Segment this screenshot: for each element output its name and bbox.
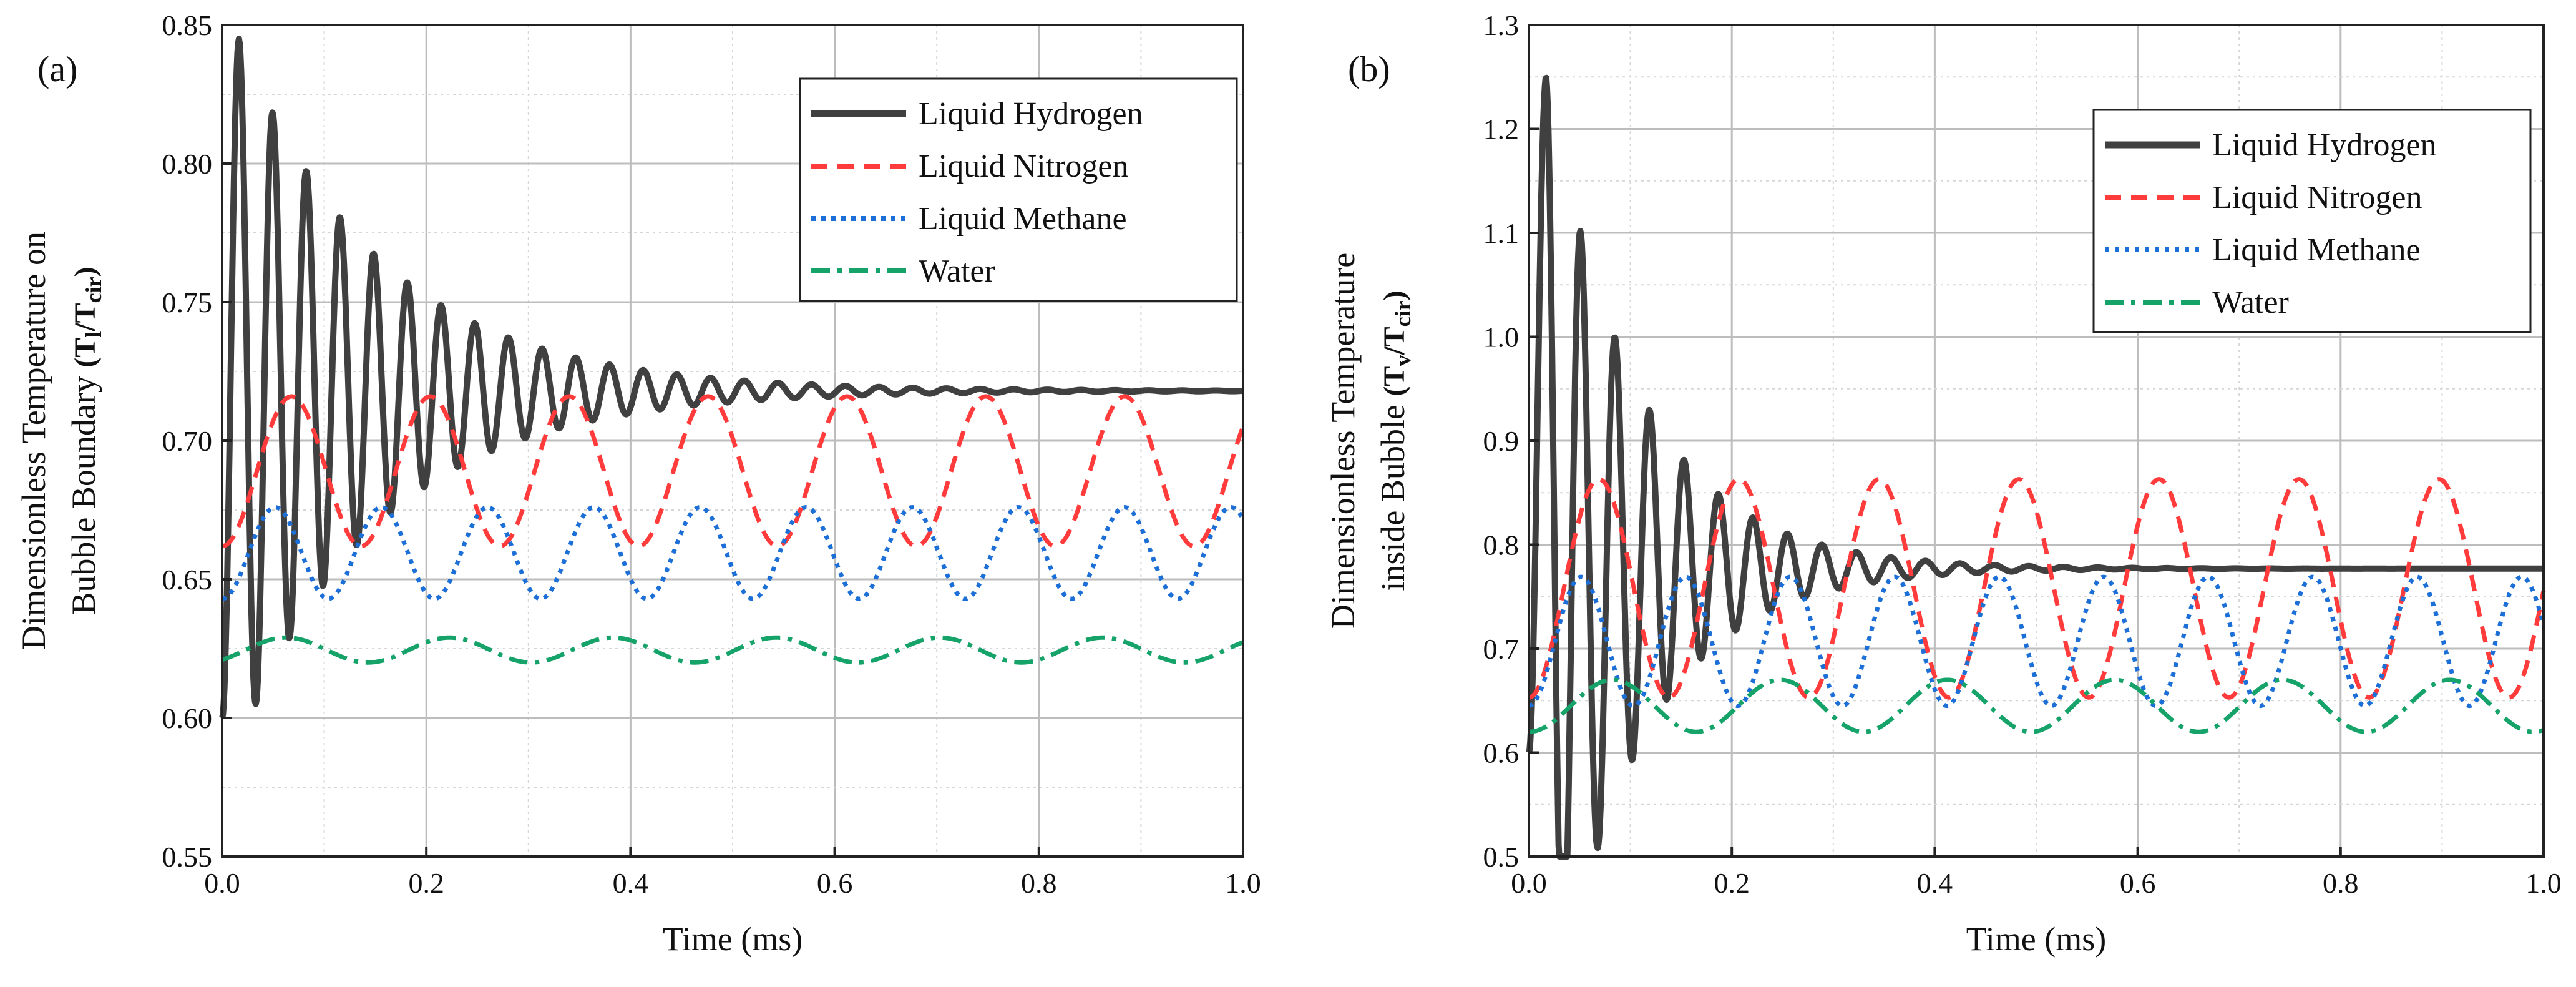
y-axis-title-line2: inside Bubble (Tv/Tcir) — [1374, 290, 1415, 591]
y-tick-label: 1.0 — [1483, 322, 1520, 353]
grid — [1529, 25, 2544, 857]
panel-label: (a) — [37, 49, 77, 89]
y-tick-label: 1.2 — [1483, 114, 1520, 145]
legend-label: Liquid Hydrogen — [919, 96, 1143, 132]
x-tick-label: 1.0 — [2525, 867, 2562, 899]
legend-box — [799, 77, 1238, 302]
x-tick-label: 0.0 — [1511, 867, 1547, 899]
x-tick-label: 0.4 — [1917, 867, 1953, 899]
series-line-liquid-nitrogen — [220, 394, 1246, 549]
x-tick-label: 1.0 — [1225, 867, 1261, 899]
legend-label: Water — [2212, 285, 2289, 320]
y-tick-label: 0.65 — [162, 564, 213, 596]
x-tick-label: 0.2 — [1714, 867, 1750, 899]
y-tick-label: 0.75 — [162, 287, 213, 318]
legend-label: Liquid Hydrogen — [2212, 127, 2437, 163]
y-tick-label: 1.1 — [1483, 217, 1520, 249]
y-tick-label: 1.3 — [1483, 9, 1520, 41]
y-tick-label: 0.60 — [162, 702, 213, 734]
x-tick-label: 0.6 — [817, 867, 853, 899]
chart-panel-a: 0.0 0.2 0.4 0.6 0.8 1.0 0.55 0.60 0.65 0.70 0.75 0.… — [15, 9, 1261, 958]
chart-panel-b: 0.0 0.2 0.4 0.6 0.8 1.0 0.5 0.6 0.7 0.8 0.9 1.0 1.1 1… — [1324, 9, 2562, 958]
y-axis-title-line1: Dimensionless Temperature on — [15, 232, 52, 650]
legend-label: Liquid Nitrogen — [919, 149, 1129, 184]
y-tick-label: 0.6 — [1483, 737, 1520, 769]
x-tick-label: 0.0 — [204, 867, 240, 899]
x-tick-label: 0.4 — [613, 867, 649, 899]
y-tick-label: 0.8 — [1483, 529, 1520, 561]
panel-label: (b) — [1348, 49, 1390, 89]
series-line-liquid-hydrogen — [1526, 74, 2546, 860]
y-tick-label: 0.85 — [162, 9, 213, 41]
x-tick-label: 0.8 — [2323, 867, 2359, 899]
x-axis-title: Time (ms) — [1966, 920, 2107, 958]
legend: Liquid Hydrogen Liquid Nitrogen Liquid Met… — [2092, 109, 2532, 333]
legend-label: Liquid Nitrogen — [2212, 180, 2422, 215]
series-line-liquid-hydrogen — [219, 36, 1246, 719]
legend-label: Water — [919, 253, 995, 289]
x-tick-label: 0.8 — [1021, 867, 1057, 899]
series-line-water — [220, 635, 1245, 665]
legend: Liquid Hydrogen Liquid Nitrogen Liquid Met… — [799, 77, 1238, 302]
y-tick-label: 0.5 — [1483, 841, 1520, 873]
y-tick-label: 0.55 — [162, 841, 213, 873]
y-axis-title-line1: Dimensionless Temperature — [1324, 253, 1362, 629]
y-axis-title-line2: Bubble Boundary (Tl/Tcir) — [65, 267, 106, 614]
legend-label: Liquid Methane — [919, 201, 1127, 237]
series-line-liquid-methane — [1527, 574, 2546, 709]
y-tick-label: 0.7 — [1483, 633, 1520, 665]
series-line-liquid-methane — [220, 505, 1246, 601]
y-tick-label: 0.9 — [1483, 425, 1520, 457]
y-tick-label: 0.70 — [162, 425, 213, 457]
x-axis-title: Time (ms) — [663, 920, 803, 958]
y-tick-label: 0.80 — [162, 148, 213, 180]
x-tick-label: 0.2 — [408, 867, 444, 899]
legend-label: Liquid Methane — [2212, 232, 2421, 268]
x-tick-label: 0.6 — [2120, 867, 2156, 899]
series-line-water — [1527, 677, 2545, 734]
